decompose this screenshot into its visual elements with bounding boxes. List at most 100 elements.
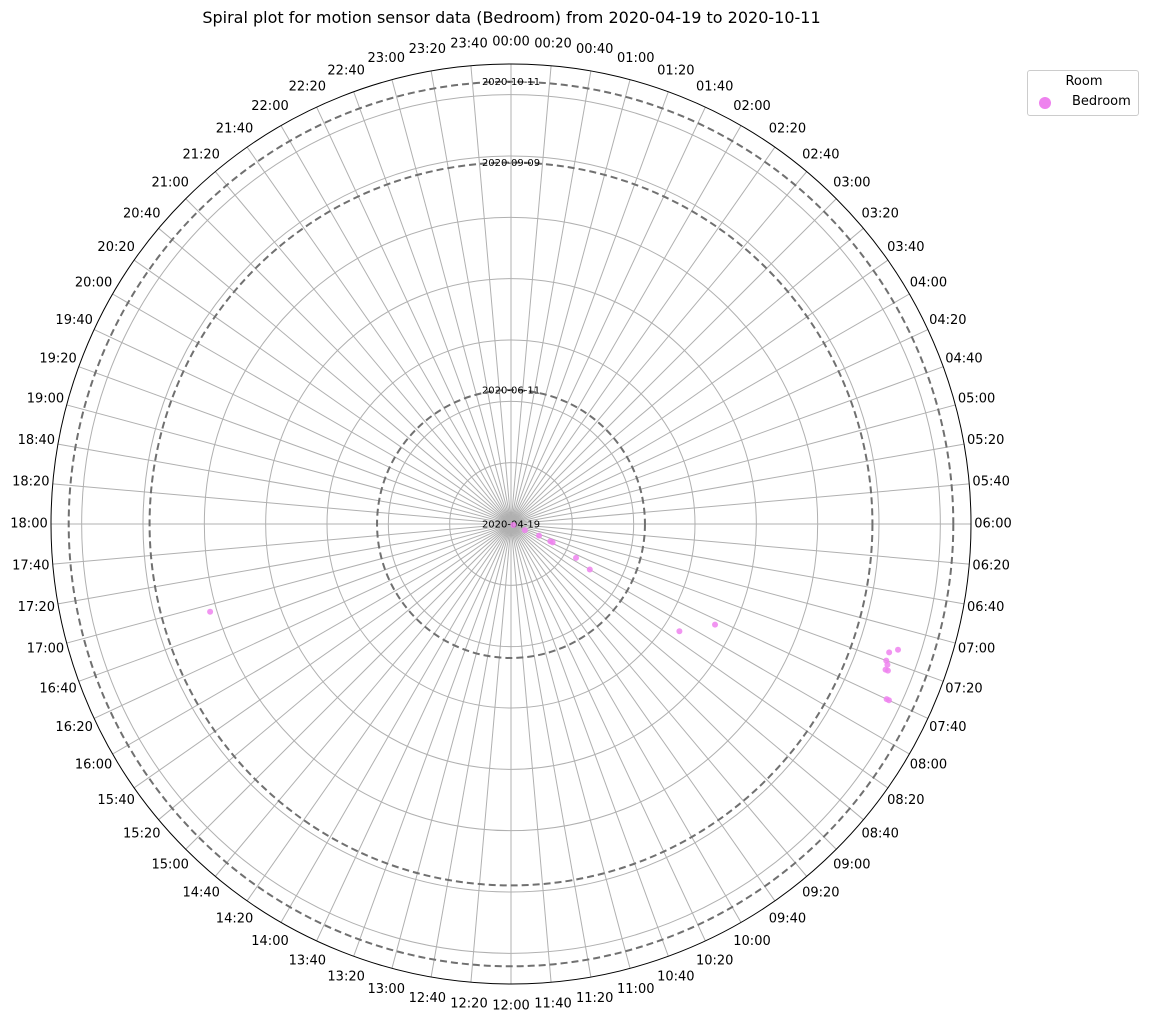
data-point (884, 661, 891, 668)
angle-tick-label: 19:20 (39, 352, 76, 367)
angle-tick-label: 06:40 (967, 600, 1004, 615)
data-point (549, 539, 556, 546)
grid-spoke (510, 523, 910, 755)
grid-spoke (510, 171, 808, 525)
grid-spoke (510, 523, 944, 682)
angle-tick-label: 00:20 (534, 36, 571, 51)
angle-tick-label: 13:00 (368, 982, 405, 997)
angle-tick-label: 08:20 (887, 793, 924, 808)
grid-spoke (57, 443, 512, 525)
grid-spoke (280, 523, 512, 923)
grid-spoke (510, 443, 965, 525)
data-point (521, 527, 528, 534)
data-point (885, 697, 892, 704)
angle-tick-label: 13:40 (289, 953, 326, 968)
angle-tick-label: 19:40 (55, 313, 92, 328)
date-ring (67, 80, 955, 968)
angle-tick-label: 11:40 (534, 997, 571, 1012)
angle-tick-label: 21:20 (182, 147, 219, 162)
angle-tick-label: 06:20 (972, 559, 1009, 574)
grid-spoke (510, 523, 706, 942)
grid-spoke (510, 523, 965, 605)
angle-tick-label: 03:20 (861, 207, 898, 222)
grid-spoke (510, 523, 864, 821)
angle-tick-label: 20:20 (97, 240, 134, 255)
grid-spoke (510, 523, 592, 978)
grid-spoke (391, 523, 512, 969)
grid-spoke (185, 523, 512, 850)
angle-tick-label: 04:40 (945, 352, 982, 367)
legend: Room Bedroom (1027, 70, 1139, 116)
grid-spoke (66, 523, 512, 644)
data-point (886, 649, 893, 656)
grid-spoke (510, 523, 808, 877)
angle-tick-label: 22:40 (327, 64, 364, 79)
grid-spoke (430, 70, 512, 525)
angle-tick-label: 07:20 (945, 681, 982, 696)
angle-tick-label: 16:40 (39, 681, 76, 696)
grid-spoke (133, 523, 512, 789)
data-point (586, 566, 593, 573)
angle-tick-label: 23:20 (409, 42, 446, 57)
angle-tick-label: 03:40 (887, 240, 924, 255)
grid-spoke (470, 65, 512, 525)
angle-tick-label: 17:40 (12, 559, 49, 574)
grid-spoke (510, 523, 889, 789)
angle-tick-label: 12:00 (492, 999, 529, 1014)
data-point (573, 554, 580, 561)
legend-label-bedroom: Bedroom (1072, 94, 1131, 109)
angle-tick-label: 07:40 (929, 720, 966, 735)
grid-spoke (57, 523, 512, 605)
angle-tick-label: 09:20 (802, 886, 839, 901)
angle-tick-label: 14:00 (251, 934, 288, 949)
angle-tick-label: 20:00 (75, 276, 112, 291)
data-point (536, 532, 543, 539)
grid-spoke (510, 523, 552, 983)
angle-tick-label: 14:20 (216, 911, 253, 926)
grid-spoke (133, 259, 512, 525)
angle-tick-label: 20:40 (123, 207, 160, 222)
grid-spoke (510, 146, 776, 525)
angle-tick-label: 21:00 (151, 176, 188, 191)
data-point (510, 521, 517, 528)
grid-spoke (510, 106, 706, 525)
grid-spoke (510, 91, 669, 525)
grid-spoke (316, 523, 512, 942)
angle-tick-label: 22:20 (289, 80, 326, 95)
grid-spoke (430, 523, 512, 978)
angle-tick-label: 15:00 (151, 857, 188, 872)
date-ring-label: 2020-09-09 (482, 158, 540, 169)
angle-tick-label: 02:20 (769, 122, 806, 137)
grid-spoke (185, 198, 512, 525)
angle-tick-label: 05:00 (958, 392, 995, 407)
grid-spoke (158, 227, 512, 525)
date-ring (148, 161, 874, 887)
legend-marker-bedroom (1039, 97, 1051, 109)
grid-spoke (391, 79, 512, 525)
angle-tick-label: 02:00 (733, 99, 770, 114)
angle-tick-label: 01:00 (617, 51, 654, 66)
date-ring-label: 2020-06-11 (482, 386, 540, 397)
angle-tick-label: 01:40 (696, 80, 733, 95)
grid-spoke (510, 227, 864, 525)
grid-spoke (93, 523, 512, 719)
angle-tick-label: 18:40 (18, 433, 55, 448)
grid-spoke (510, 79, 631, 525)
angle-tick-label: 09:40 (769, 911, 806, 926)
grid-spoke (510, 329, 929, 525)
angle-tick-label: 05:20 (967, 433, 1004, 448)
grid-spoke (78, 366, 512, 525)
angle-tick-label: 11:00 (617, 982, 654, 997)
angle-tick-label: 15:40 (97, 793, 134, 808)
legend-title: Room (1065, 74, 1103, 89)
angle-tick-label: 21:40 (216, 122, 253, 137)
angle-tick-label: 06:00 (974, 517, 1011, 532)
date-ring (376, 389, 646, 659)
angle-tick-label: 03:00 (833, 176, 870, 191)
grid-spoke (316, 106, 512, 525)
grid-spoke (510, 366, 944, 525)
grid-spoke (510, 523, 837, 850)
angle-tick-label: 16:00 (75, 758, 112, 773)
angle-tick-label: 00:40 (576, 42, 613, 57)
grid-spoke (112, 293, 512, 525)
